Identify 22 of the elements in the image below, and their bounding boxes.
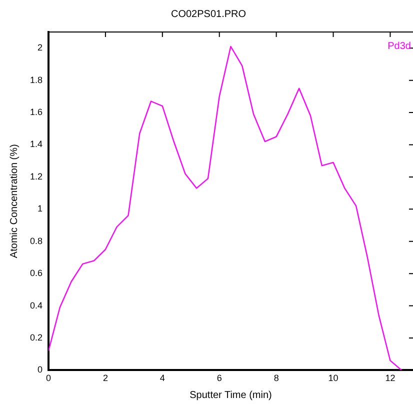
y-tick-label: 1.4 xyxy=(30,139,43,150)
x-tick-label: 4 xyxy=(160,373,165,384)
text: Pd3d xyxy=(388,40,411,52)
x-axis-title: Sputter Time (min) xyxy=(190,390,272,401)
chart-title: CO02PS01.PRO xyxy=(170,8,246,20)
y-tick-label: 0 xyxy=(37,364,43,375)
x-tick-label: 2 xyxy=(102,373,108,384)
y-tick-label: 1.8 xyxy=(30,74,43,85)
x-tick-label: 8 xyxy=(274,373,279,384)
x-tick-label: 12 xyxy=(385,373,396,384)
y-tick-label: 0.4 xyxy=(30,300,43,310)
y-tick-label: 1 xyxy=(37,204,43,214)
y-tick-label: 2 xyxy=(37,42,43,53)
y-tick-label: 0.2 xyxy=(30,332,43,342)
y-tick-label: 0.8 xyxy=(30,236,43,246)
x-tick-label: 10 xyxy=(328,373,338,384)
y-tick-label: 1.6 xyxy=(30,107,43,118)
x-tick-label: 6 xyxy=(216,373,222,384)
y-tick-label: 1.2 xyxy=(30,171,43,182)
x-tick-label: 0 xyxy=(46,373,52,384)
y-axis-title: Atomic Concentration (%) xyxy=(8,144,20,258)
y-tick-label: 0.6 xyxy=(30,268,43,278)
